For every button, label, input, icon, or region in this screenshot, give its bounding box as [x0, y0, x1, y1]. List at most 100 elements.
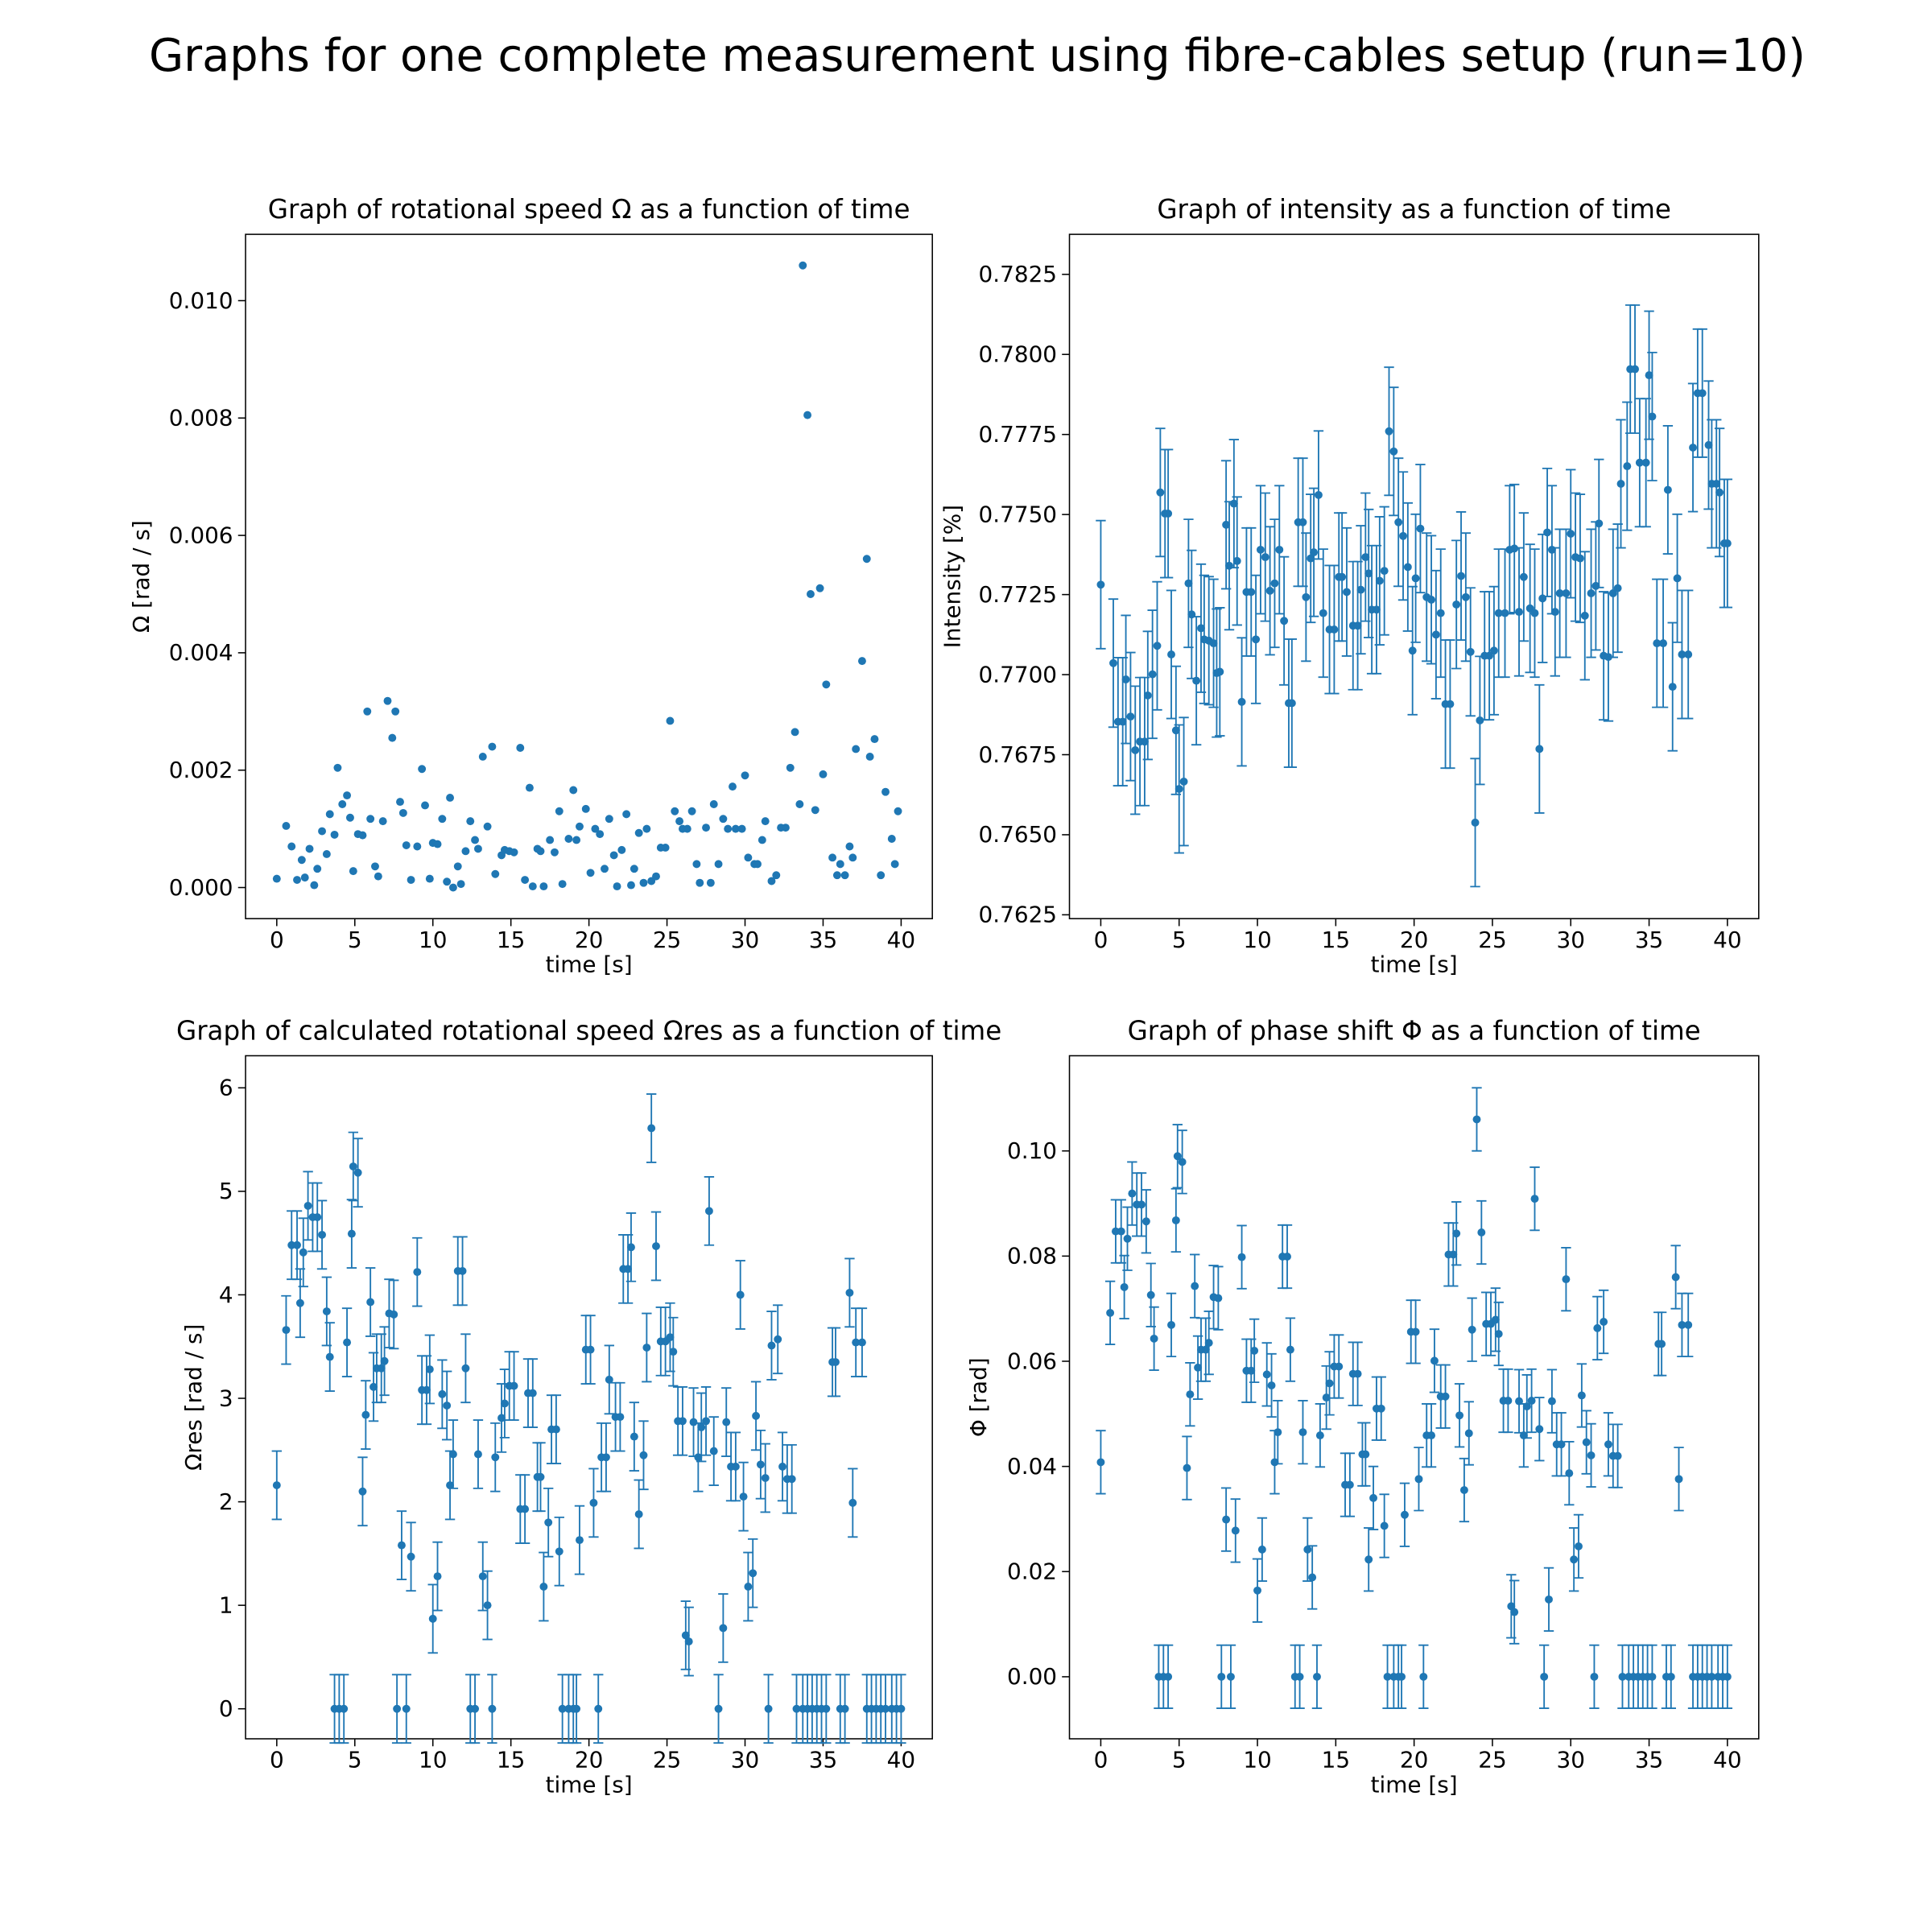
data-point	[1510, 1608, 1519, 1616]
data-point	[576, 822, 584, 831]
data-point	[1380, 567, 1389, 576]
data-point	[1250, 1346, 1259, 1355]
data-point	[1164, 1672, 1173, 1681]
x-tick-label: 35	[809, 1747, 837, 1773]
data-point	[488, 742, 497, 751]
data-point	[1545, 1595, 1553, 1604]
data-point	[1631, 365, 1639, 374]
data-point	[1191, 1282, 1199, 1290]
data-point	[709, 1447, 718, 1455]
data-point	[1222, 520, 1231, 529]
data-point	[366, 1298, 375, 1307]
data-point	[333, 763, 342, 772]
y-tick-label: 0.002	[169, 757, 233, 783]
data-point	[1648, 412, 1657, 421]
data-point	[1527, 1397, 1536, 1405]
data-point	[1419, 1672, 1428, 1681]
y-tick-label: 0.08	[1007, 1243, 1057, 1269]
data-point	[772, 871, 781, 880]
data-point	[536, 847, 545, 856]
data-point	[865, 752, 874, 761]
data-point	[609, 851, 618, 860]
data-point	[617, 845, 626, 854]
data-point	[852, 1338, 861, 1347]
data-point	[1123, 1234, 1132, 1243]
data-point	[1267, 1381, 1276, 1389]
data-point	[1618, 1672, 1627, 1681]
data-point	[1131, 745, 1140, 754]
data-point	[1411, 1327, 1420, 1336]
data-point	[1540, 1672, 1549, 1681]
data-point	[724, 824, 733, 833]
data-point	[407, 876, 415, 884]
data-point	[1192, 676, 1201, 685]
data-point	[1314, 490, 1323, 499]
data-point	[1164, 510, 1173, 518]
subplot-title: Graph of intensity as a function of time	[1157, 194, 1671, 225]
data-point	[634, 1510, 643, 1518]
data-point	[461, 1364, 470, 1373]
data-point	[694, 1453, 703, 1462]
data-point	[675, 817, 684, 826]
data-point	[1307, 554, 1315, 563]
data-point	[361, 1410, 370, 1419]
data-point	[832, 871, 841, 880]
data-point	[1557, 1440, 1566, 1449]
data-point	[758, 836, 766, 844]
data-point	[1595, 519, 1604, 528]
data-point	[848, 853, 857, 862]
data-point	[731, 1462, 740, 1471]
data-point	[1256, 545, 1265, 554]
x-tick-label: 15	[1322, 927, 1350, 953]
data-point	[397, 1541, 406, 1550]
data-point	[1489, 646, 1498, 655]
x-tick-label: 10	[1243, 1747, 1271, 1773]
data-point	[572, 836, 581, 844]
data-point	[639, 878, 648, 887]
data-point	[539, 882, 548, 891]
data-point	[647, 1124, 656, 1133]
data-point	[1613, 1451, 1622, 1460]
data-point	[1485, 651, 1494, 660]
data-point	[1472, 1115, 1481, 1124]
data-point	[1666, 1672, 1675, 1681]
data-point	[330, 830, 339, 839]
data-point	[305, 844, 314, 853]
data-point	[555, 807, 564, 815]
data-point	[1265, 586, 1274, 595]
data-point	[1383, 1672, 1392, 1681]
y-tick-label: 0.7775	[979, 421, 1057, 448]
data-point	[1645, 371, 1653, 380]
x-tick-label: 40	[1713, 1747, 1741, 1773]
data-point	[792, 1704, 801, 1713]
data-point	[525, 783, 534, 792]
data-point	[764, 1704, 773, 1713]
data-point	[497, 1414, 506, 1422]
data-point	[811, 806, 819, 815]
x-tick-label: 25	[1478, 927, 1506, 953]
data-point	[1723, 539, 1732, 547]
figure-title: Graphs for one complete measurement usin…	[149, 30, 1806, 82]
data-point	[605, 1375, 613, 1384]
data-point	[1653, 639, 1662, 648]
data-point	[1353, 1369, 1362, 1378]
data-point	[461, 847, 470, 856]
data-point	[491, 869, 500, 878]
data-point	[1593, 1323, 1602, 1332]
data-point	[1567, 530, 1575, 538]
data-point	[706, 878, 715, 887]
data-point	[815, 584, 824, 592]
data-point	[1530, 1195, 1539, 1203]
data-point	[1587, 1451, 1596, 1459]
data-point	[1141, 1217, 1150, 1226]
data-point	[488, 1704, 497, 1713]
data-point	[349, 867, 357, 876]
data-point	[569, 786, 578, 795]
x-tick-label: 5	[348, 927, 362, 953]
data-point	[1143, 691, 1152, 700]
data-point	[1209, 639, 1218, 648]
data-point	[1310, 548, 1319, 557]
data-point	[1535, 745, 1544, 753]
data-point	[413, 1268, 422, 1277]
